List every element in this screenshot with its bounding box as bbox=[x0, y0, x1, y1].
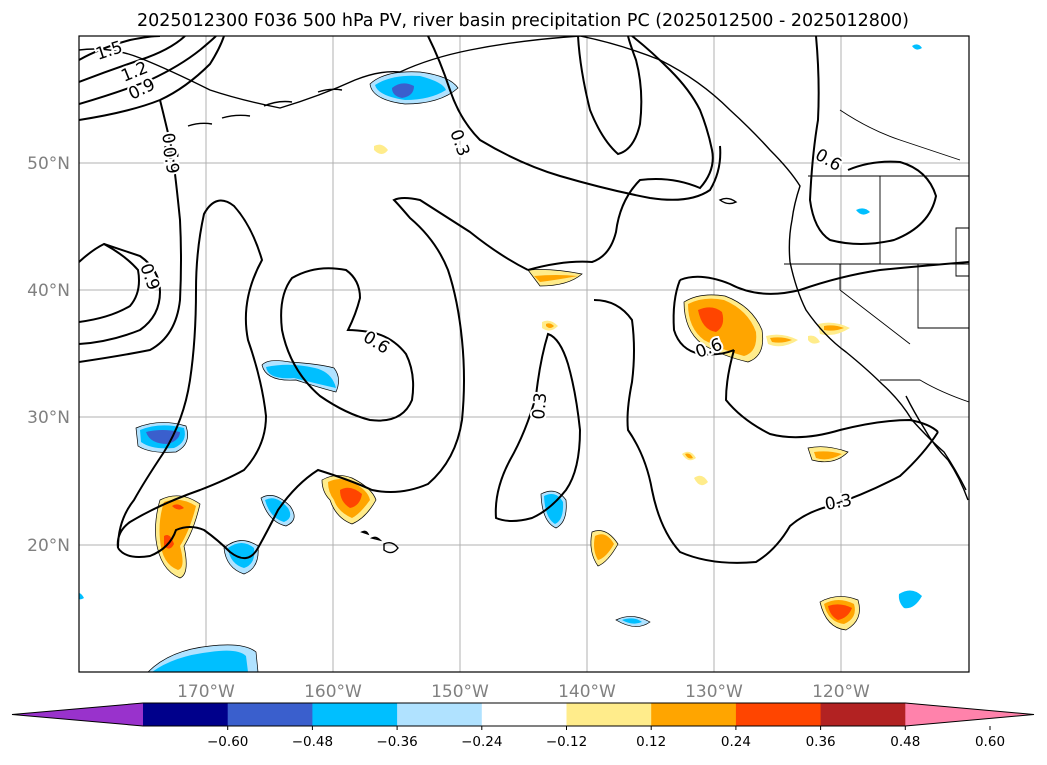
pv-contour-line bbox=[117, 197, 529, 559]
pv-contour-line bbox=[79, 36, 225, 121]
precip-outlines bbox=[135, 71, 860, 672]
pv-contour-line bbox=[494, 332, 582, 522]
longitude-tick-labels: 170°W 160°W 150°W 140°W 130°W 120°W bbox=[177, 682, 870, 702]
precip-negative-patch bbox=[79, 44, 922, 609]
pv-contour-line bbox=[679, 261, 969, 295]
lon-tick-label: 130°W bbox=[685, 682, 743, 702]
alaska-coast bbox=[79, 36, 581, 109]
colorbar-segment bbox=[820, 703, 906, 726]
colorbar-tick-label: −0.24 bbox=[461, 734, 502, 750]
precip-negative-patch bbox=[370, 71, 458, 104]
pv-contour-line bbox=[577, 36, 643, 156]
canada-province-border bbox=[839, 109, 961, 161]
lon-tick-label: 160°W bbox=[304, 682, 362, 702]
contour-label: 0.9 bbox=[158, 145, 182, 175]
pv-contour-line bbox=[724, 349, 939, 439]
pv-contour-line bbox=[79, 36, 186, 83]
precip-positive-patch bbox=[820, 596, 860, 630]
pv-contour-line bbox=[593, 299, 939, 564]
contour-label: 0.3 bbox=[529, 392, 551, 421]
lat-tick-label: 40°N bbox=[27, 281, 70, 301]
lat-tick-label: 50°N bbox=[27, 154, 70, 174]
pv-contour-line bbox=[79, 243, 140, 323]
colorbar: −0.60 −0.48 −0.36 −0.24 −0.12 0.12 0.24 0.36 0.4… bbox=[11, 702, 1035, 750]
aleutian-islands bbox=[187, 88, 343, 127]
pv-contours bbox=[79, 36, 969, 564]
colorbar-segment bbox=[227, 703, 313, 726]
colorbar-extend-min bbox=[12, 703, 143, 726]
colorbar-tick-label: 0.36 bbox=[806, 734, 836, 750]
pv-contour-line bbox=[808, 36, 938, 245]
precip-positive-patch bbox=[684, 294, 763, 362]
colorbar-tick-label: −0.60 bbox=[207, 734, 248, 750]
colorbar-segment bbox=[143, 703, 229, 726]
colorbar-segment bbox=[312, 703, 398, 726]
precip-positive-patch bbox=[590, 530, 618, 566]
colorbar-segment bbox=[566, 703, 652, 726]
precip-positive-patch bbox=[322, 475, 376, 524]
lon-tick-label: 120°W bbox=[812, 682, 870, 702]
map-frame bbox=[78, 35, 970, 673]
precip-positive-patch bbox=[172, 144, 850, 510]
pv-contour-line bbox=[79, 242, 162, 345]
colorbar-extend-max bbox=[905, 703, 1034, 726]
map-title: 2025012300 F036 500 hPa PV, river basin … bbox=[137, 11, 909, 31]
colorbar-tick-label: −0.48 bbox=[292, 734, 333, 750]
colorbar-segment bbox=[481, 703, 567, 726]
colorbar-outline bbox=[11, 702, 1035, 727]
precip-negative-patch bbox=[148, 644, 258, 672]
pv-contour-line bbox=[280, 267, 415, 422]
pv-contour-line bbox=[427, 36, 722, 201]
colorbar-segment bbox=[651, 703, 737, 726]
baja-coast bbox=[905, 395, 969, 501]
lon-tick-label: 150°W bbox=[431, 682, 489, 702]
latitude-tick-labels: 50°N 40°N 30°N 20°N bbox=[27, 154, 70, 556]
colorbar-tick-label: 0.24 bbox=[721, 734, 751, 750]
colorbar-segment bbox=[735, 703, 822, 726]
hawaii-islands bbox=[360, 530, 399, 554]
pv-contour-line bbox=[79, 36, 217, 105]
lon-tick-label: 140°W bbox=[558, 682, 616, 702]
pv-contour-line bbox=[672, 279, 735, 356]
map-background bbox=[79, 36, 969, 672]
lat-tick-label: 30°N bbox=[27, 408, 70, 428]
map-panel: 1.5 1.2 0.9 0.6 0.9 0.9 0.6 0.3 0.3 0.6 … bbox=[78, 35, 970, 673]
colorbar-tick-label: −0.36 bbox=[376, 734, 417, 750]
precip-negative-patch bbox=[136, 422, 188, 453]
lon-tick-label: 170°W bbox=[177, 682, 235, 702]
lat-tick-label: 20°N bbox=[27, 536, 70, 556]
pv-contour-line bbox=[79, 99, 182, 363]
colorbar-tick-label: 0.12 bbox=[636, 734, 666, 750]
precip-negative-patch bbox=[541, 491, 567, 528]
pv-contour-line bbox=[116, 199, 268, 549]
colorbar-tick-label: 0.60 bbox=[975, 734, 1005, 750]
haida-gwaii bbox=[718, 197, 738, 205]
colorbar-segment bbox=[397, 703, 483, 726]
pv-contour-line bbox=[527, 36, 714, 271]
colorbar-tick-label: 0.48 bbox=[890, 734, 920, 750]
colorbar-tick-label: −0.12 bbox=[546, 734, 587, 750]
